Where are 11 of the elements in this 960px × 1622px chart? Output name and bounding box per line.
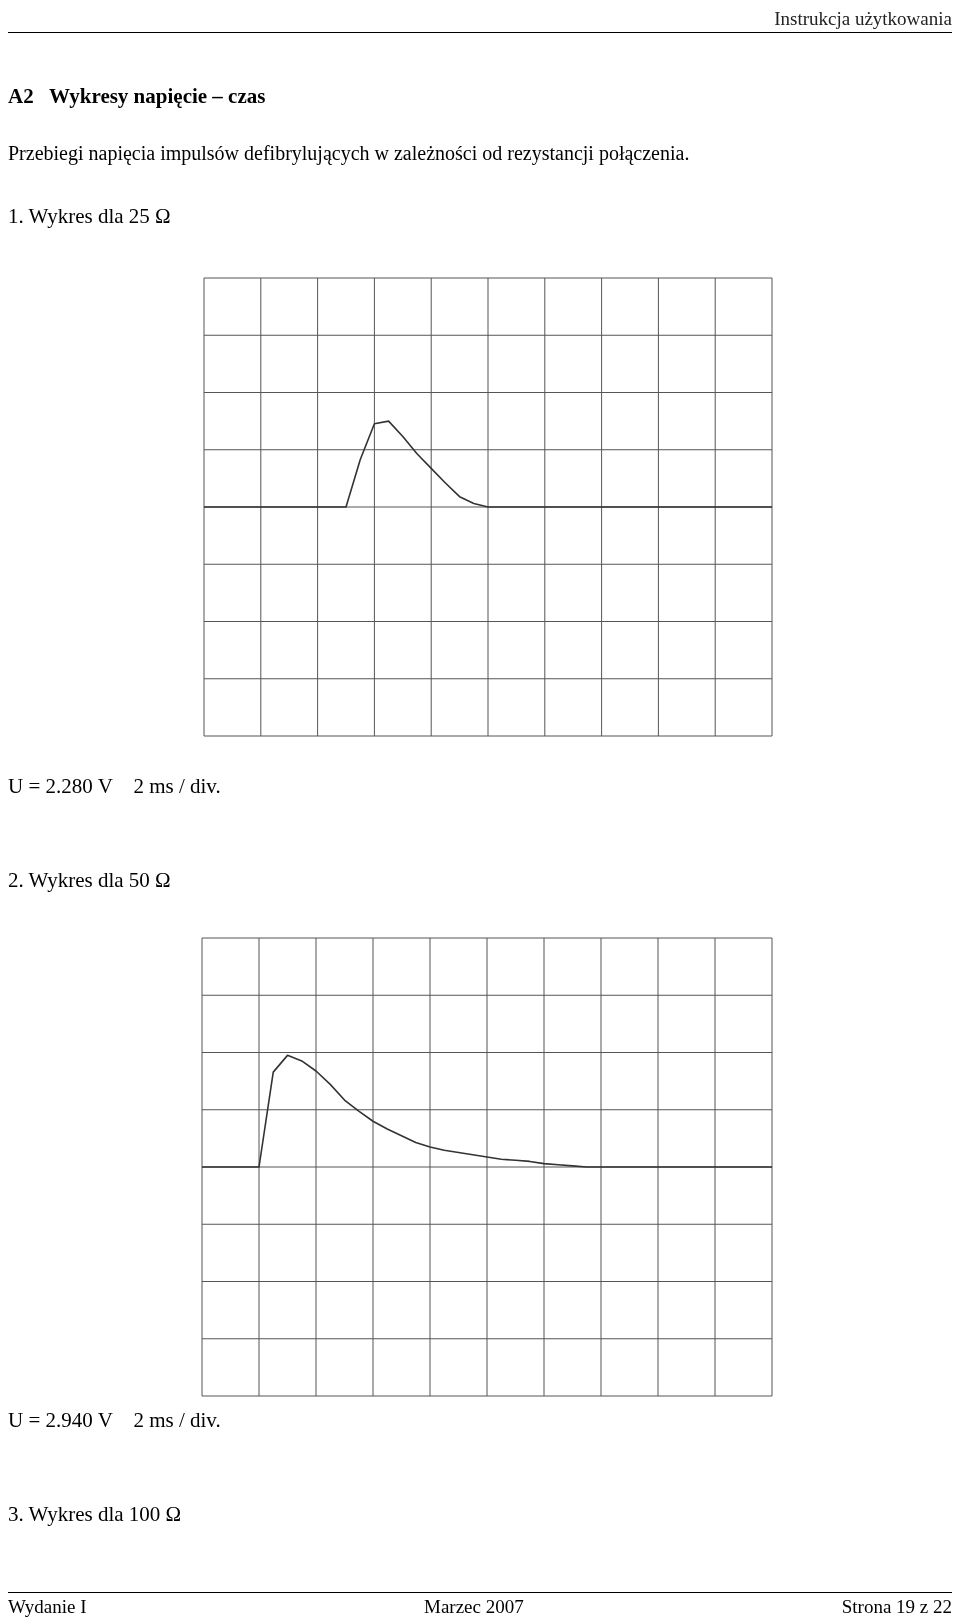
text: U = 2.280 V 2 ms / div. bbox=[8, 774, 221, 799]
text: Wydanie I bbox=[8, 1596, 87, 1618]
chart-title: 2. Wykres dla 50 Ω bbox=[8, 868, 171, 893]
text: Instrukcja użytkowania bbox=[774, 8, 952, 30]
text: 3. Wykres dla 100 Ω bbox=[8, 1502, 182, 1527]
chart-title: 1. Wykres dla 25 Ω bbox=[8, 204, 171, 229]
text: Marzec 2007 bbox=[424, 1596, 524, 1618]
text: U = 2.940 V 2 ms / div. bbox=[8, 1408, 221, 1433]
text: A2 Wykresy napięcie – czas bbox=[8, 84, 266, 109]
text: Strona 19 z 22 bbox=[841, 1596, 952, 1618]
text: Przebiegi napięcia impulsów defibrylujących w zależności od rezystancji połączenia. bbox=[8, 142, 690, 165]
